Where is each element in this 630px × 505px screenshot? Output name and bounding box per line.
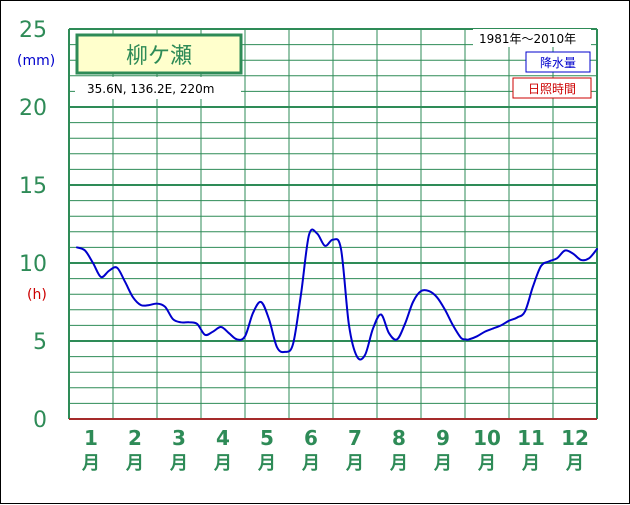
month-char-label: 月 — [521, 453, 540, 474]
month-char-label: 月 — [565, 453, 584, 474]
month-number-label: 7 — [348, 426, 362, 450]
y-tick-label: 0 — [33, 408, 47, 433]
month-number-label: 2 — [128, 426, 142, 450]
month-char-label: 月 — [125, 453, 144, 474]
series-layer — [76, 228, 598, 361]
month-number-label: 8 — [392, 426, 406, 450]
y-tick-label: 5 — [33, 330, 47, 355]
station-label-box: 柳ケ瀬 — [75, 33, 243, 75]
y-tick-label: 25 — [19, 18, 47, 43]
month-number-label: 10 — [473, 426, 501, 450]
precip-unit-label: (mm) — [17, 53, 55, 69]
sunshine-unit-label: (h) — [27, 287, 47, 303]
precip-series-line — [76, 228, 598, 361]
month-number-label: 1 — [84, 426, 98, 450]
legend-sunshine-label: 日照時間 — [528, 82, 576, 96]
month-char-label: 月 — [213, 453, 232, 474]
month-number-label: 12 — [561, 426, 589, 450]
legend-precip-label: 降水量 — [540, 56, 576, 70]
month-char-label: 月 — [477, 453, 496, 474]
period-text: 1981年〜2010年 — [479, 32, 576, 46]
month-number-label: 3 — [172, 426, 186, 450]
month-char-label: 月 — [389, 453, 408, 474]
period-box: 1981年〜2010年 — [473, 29, 591, 47]
month-number-label: 5 — [260, 426, 274, 450]
y-tick-label: 20 — [19, 96, 47, 121]
month-number-label: 9 — [436, 426, 450, 450]
location-box: 35.6N, 136.2E, 220m — [75, 77, 241, 99]
legend-sunshine: 日照時間 — [512, 77, 592, 99]
month-char-label: 月 — [169, 453, 188, 474]
legend-precip: 降水量 — [525, 51, 591, 73]
location-text: 35.6N, 136.2E, 220m — [87, 82, 214, 96]
x-axis-month-labels: 1 月 2 月 3 月 4 月 5 月 6 月 7 月 8 月 9 月 10 月 11 月 12 月 — [81, 426, 589, 474]
y-axis-ticks: 0 5 10 15 20 25 — [19, 18, 47, 433]
y-tick-label: 10 — [19, 252, 47, 277]
y-tick-label: 15 — [19, 174, 47, 199]
month-char-label: 月 — [345, 453, 364, 474]
month-char-label: 月 — [81, 453, 100, 474]
month-char-label: 月 — [433, 453, 452, 474]
month-number-label: 6 — [304, 426, 318, 450]
station-name: 柳ケ瀬 — [126, 44, 192, 69]
month-number-label: 11 — [517, 426, 545, 450]
month-char-label: 月 — [301, 453, 320, 474]
month-char-label: 月 — [257, 453, 276, 474]
month-number-label: 4 — [216, 426, 230, 450]
grid — [68, 28, 598, 420]
